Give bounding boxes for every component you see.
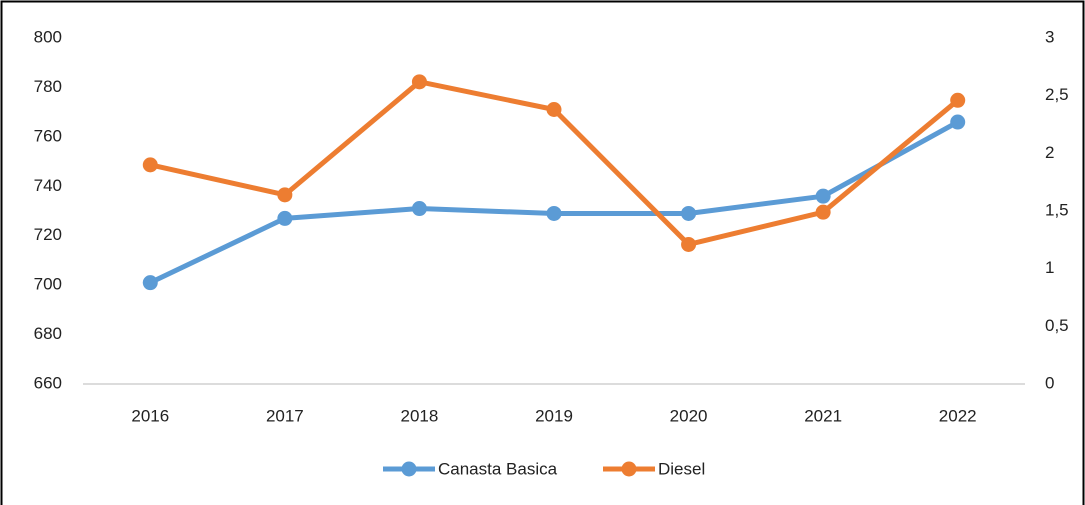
x-tick-label: 2021 [804,406,842,425]
x-tick-label: 2016 [131,406,169,425]
y-tick-label: 740 [34,176,62,195]
y-tick-label: 720 [34,225,62,244]
series-marker [142,157,158,173]
legend-label: Diesel [658,459,705,478]
series-marker [546,102,562,118]
series-marker [411,201,427,217]
legend-marker [621,461,637,477]
legend-label: Canasta Basica [438,459,558,478]
x-tick-label: 2020 [670,406,708,425]
series-marker [815,204,831,220]
y-tick-label: 660 [34,373,62,392]
series-marker [142,275,158,291]
series-marker [277,210,293,226]
series-marker [277,187,293,203]
series-marker [950,114,966,130]
x-tick-label: 2018 [401,406,439,425]
legend-marker [401,461,417,477]
y-tick-label: 760 [34,126,62,145]
y2-tick-label: 0,5 [1045,316,1069,335]
y-tick-label: 800 [34,27,62,46]
y-tick-label: 700 [34,275,62,294]
x-tick-label: 2019 [535,406,573,425]
series-marker [950,92,966,108]
series-marker [681,205,697,221]
y-tick-label: 780 [34,77,62,96]
series-marker [815,188,831,204]
series-marker [411,74,427,90]
y2-tick-label: 0 [1045,373,1054,392]
y-tick-label: 680 [34,324,62,343]
series-marker [546,205,562,221]
y2-tick-label: 3 [1045,27,1054,46]
x-tick-label: 2022 [939,406,977,425]
y2-tick-label: 2,5 [1045,85,1069,104]
x-tick-label: 2017 [266,406,304,425]
y2-tick-label: 2 [1045,143,1054,162]
y2-tick-label: 1,5 [1045,200,1069,219]
series-marker [681,236,697,252]
y2-tick-label: 1 [1045,258,1054,277]
